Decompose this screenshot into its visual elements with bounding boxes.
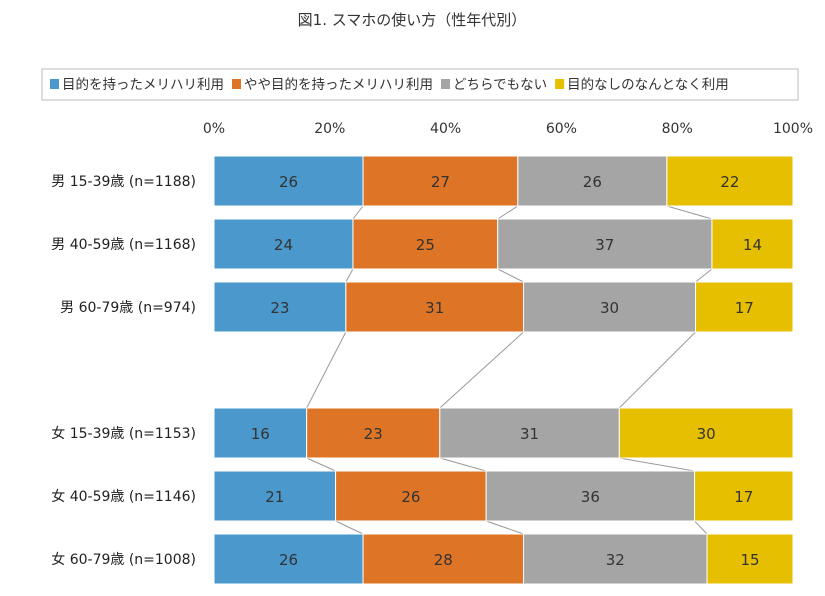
legend-label: 目的なしのなんとなく利用: [567, 77, 729, 93]
bar-segment: [517, 155, 668, 207]
bar-segment: [706, 533, 794, 585]
bar-segment: [485, 470, 696, 522]
x-tick-label: 0%: [203, 121, 225, 137]
data-label: 26: [279, 173, 298, 191]
series-lines: [306, 205, 713, 535]
series-line: [497, 268, 524, 283]
bar-segment: [497, 218, 713, 270]
data-label: 26: [401, 488, 420, 506]
bar-segment: [345, 281, 525, 333]
bar-segment: [618, 407, 794, 459]
series-line: [335, 520, 364, 535]
data-label: 15: [740, 551, 759, 569]
bar-segment: [666, 155, 794, 207]
bar-segment: [213, 407, 308, 459]
data-label: 31: [425, 299, 444, 317]
data-label: 25: [416, 236, 435, 254]
x-axis: 0% 20% 40% 60% 80% 100%: [203, 121, 813, 137]
bar-segment: [306, 407, 441, 459]
x-tick-label: 80%: [662, 121, 693, 137]
data-label: 17: [734, 488, 753, 506]
series-line: [439, 331, 524, 409]
legend-swatch: [50, 79, 59, 89]
bar-segment: [352, 218, 499, 270]
data-label: 36: [581, 488, 600, 506]
data-label: 16: [251, 425, 270, 443]
data-label: 23: [364, 425, 383, 443]
series-line: [497, 205, 519, 220]
legend-label: 目的を持ったメリハリ利用: [62, 77, 224, 93]
data-label: 31: [520, 425, 539, 443]
category-label: 男 60-79歳 (n=974): [60, 300, 196, 316]
data-label: 32: [606, 551, 625, 569]
category-label: 女 40-59歳 (n=1146): [51, 488, 196, 505]
data-label: 30: [697, 425, 716, 443]
category-label: 女 60-79歳 (n=1008): [51, 551, 196, 568]
data-label: 27: [431, 173, 450, 191]
chart-title: 図1. スマホの使い方（性年代別）: [298, 11, 527, 29]
x-tick-label: 60%: [546, 121, 577, 137]
series-line: [485, 520, 524, 535]
x-tick-label: 40%: [430, 121, 461, 137]
series-line: [695, 268, 713, 283]
legend-label: どちらでもない: [453, 77, 547, 93]
bars: 26 27 26 22 24 25 37 14 23 31 30 17 16 23 31 30 21 26 36 17…: [213, 155, 794, 585]
bar-segment: [695, 281, 794, 333]
category-label: 女 15-39歳 (n=1153): [51, 425, 196, 442]
series-line: [352, 205, 364, 220]
bar-segment: [362, 155, 519, 207]
legend-swatch: [555, 79, 565, 89]
data-label: 22: [720, 173, 739, 191]
legend: 目的を持ったメリハリ利用 やや目的を持ったメリハリ利用 どちらでもない 目的なしのなん…: [41, 68, 799, 101]
data-label: 30: [600, 299, 619, 317]
y-axis: 男 15-39歳 (n=1188) 男 40-59歳 (n=1168) 男 60-7…: [51, 174, 196, 568]
data-label: 23: [270, 299, 289, 317]
series-line: [694, 520, 708, 535]
bar-segment: [213, 470, 337, 522]
bar-segment: [694, 470, 794, 522]
legend-swatch: [232, 79, 241, 89]
series-line: [439, 457, 487, 472]
bar-segment: [362, 533, 525, 585]
data-label: 24: [274, 236, 293, 254]
data-label: 37: [595, 236, 614, 254]
legend-box: [41, 68, 799, 101]
data-label: 26: [279, 551, 298, 569]
series-line: [306, 331, 347, 409]
x-tick-label: 20%: [314, 121, 345, 137]
bar-segment: [711, 218, 794, 270]
bar-segment: [523, 533, 708, 585]
data-label: 21: [265, 488, 284, 506]
category-label: 男 40-59歳 (n=1168): [51, 237, 196, 253]
series-line: [345, 268, 354, 283]
x-tick-label: 100%: [773, 121, 813, 137]
series-line: [619, 457, 695, 472]
bar-segment: [213, 218, 354, 270]
series-line: [666, 205, 713, 220]
series-line: [306, 457, 336, 472]
bar-segment: [213, 281, 347, 333]
series-line: [618, 331, 696, 409]
legend-label: やや目的を持ったメリハリ利用: [244, 77, 433, 93]
bar-segment: [335, 470, 487, 522]
data-label: 17: [735, 299, 754, 317]
legend-swatch: [441, 79, 450, 89]
bar-segment: [523, 281, 697, 333]
data-label: 14: [743, 236, 762, 254]
data-label: 26: [583, 173, 602, 191]
category-label: 男 15-39歳 (n=1188): [51, 174, 196, 190]
data-label: 28: [434, 551, 453, 569]
